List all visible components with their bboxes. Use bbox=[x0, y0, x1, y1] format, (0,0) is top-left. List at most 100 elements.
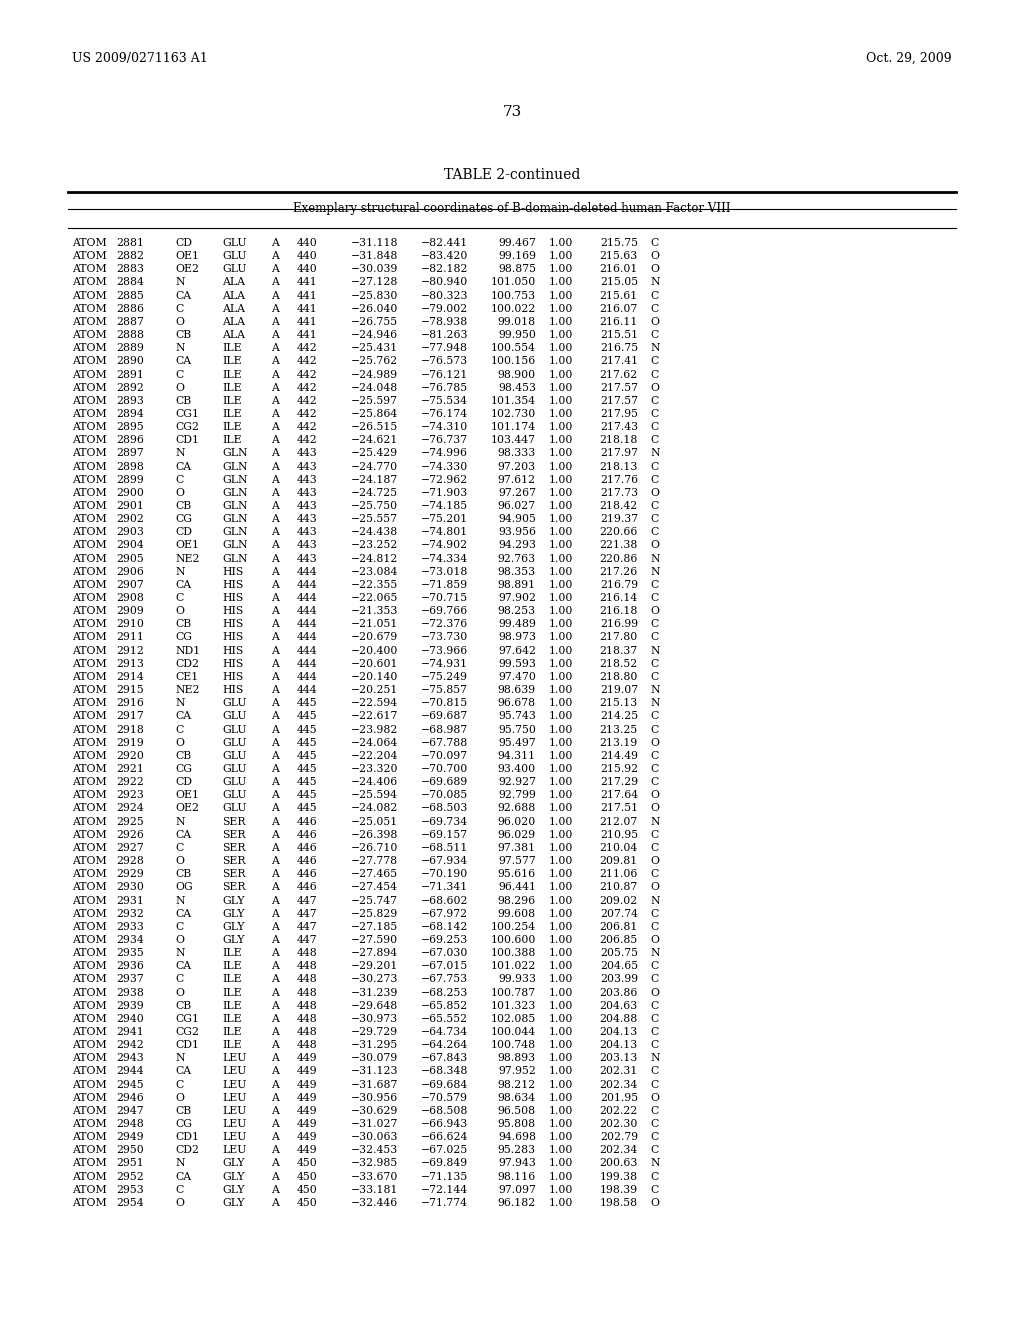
Text: A: A bbox=[271, 869, 279, 879]
Text: −27.894: −27.894 bbox=[351, 948, 398, 958]
Text: −33.670: −33.670 bbox=[350, 1172, 398, 1181]
Text: −67.788: −67.788 bbox=[421, 738, 468, 747]
Text: 217.73: 217.73 bbox=[600, 488, 638, 498]
Text: 2910: 2910 bbox=[116, 619, 144, 630]
Text: −30.973: −30.973 bbox=[351, 1014, 398, 1024]
Text: 445: 445 bbox=[297, 698, 317, 709]
Text: 445: 445 bbox=[297, 764, 317, 774]
Text: ATOM: ATOM bbox=[72, 987, 106, 998]
Text: 1.00: 1.00 bbox=[549, 606, 573, 616]
Text: N: N bbox=[650, 1053, 659, 1064]
Text: O: O bbox=[175, 383, 184, 392]
Text: C: C bbox=[175, 974, 183, 985]
Text: LEU: LEU bbox=[222, 1133, 247, 1142]
Text: 2919: 2919 bbox=[116, 738, 143, 747]
Text: −76.573: −76.573 bbox=[421, 356, 468, 367]
Text: 92.763: 92.763 bbox=[498, 553, 536, 564]
Text: 445: 445 bbox=[297, 711, 317, 722]
Text: 444: 444 bbox=[297, 579, 317, 590]
Text: 443: 443 bbox=[297, 540, 317, 550]
Text: −68.253: −68.253 bbox=[421, 987, 468, 998]
Text: 204.13: 204.13 bbox=[600, 1027, 638, 1038]
Text: A: A bbox=[271, 1172, 279, 1181]
Text: A: A bbox=[271, 462, 279, 471]
Text: 1.00: 1.00 bbox=[549, 1093, 573, 1102]
Text: −70.715: −70.715 bbox=[421, 593, 468, 603]
Text: 450: 450 bbox=[297, 1185, 317, 1195]
Text: ATOM: ATOM bbox=[72, 1053, 106, 1064]
Text: O: O bbox=[650, 791, 659, 800]
Text: −25.829: −25.829 bbox=[351, 908, 398, 919]
Text: 443: 443 bbox=[297, 475, 317, 484]
Text: N: N bbox=[650, 948, 659, 958]
Text: −75.201: −75.201 bbox=[421, 515, 468, 524]
Text: GLU: GLU bbox=[222, 711, 247, 722]
Text: 2914: 2914 bbox=[116, 672, 143, 682]
Text: ND1: ND1 bbox=[175, 645, 201, 656]
Text: ATOM: ATOM bbox=[72, 961, 106, 972]
Text: 98.634: 98.634 bbox=[498, 1093, 536, 1102]
Text: 2937: 2937 bbox=[116, 974, 143, 985]
Text: O: O bbox=[650, 1093, 659, 1102]
Text: OE2: OE2 bbox=[175, 804, 199, 813]
Text: 216.18: 216.18 bbox=[600, 606, 638, 616]
Text: 1.00: 1.00 bbox=[549, 974, 573, 985]
Text: ATOM: ATOM bbox=[72, 422, 106, 432]
Text: ATOM: ATOM bbox=[72, 566, 106, 577]
Text: A: A bbox=[271, 1093, 279, 1102]
Text: 1.00: 1.00 bbox=[549, 527, 573, 537]
Text: LEU: LEU bbox=[222, 1053, 247, 1064]
Text: O: O bbox=[650, 882, 659, 892]
Text: −25.429: −25.429 bbox=[351, 449, 398, 458]
Text: −31.027: −31.027 bbox=[350, 1119, 398, 1129]
Text: ATOM: ATOM bbox=[72, 645, 106, 656]
Text: ATOM: ATOM bbox=[72, 895, 106, 906]
Text: 1.00: 1.00 bbox=[549, 1027, 573, 1038]
Text: 217.57: 217.57 bbox=[600, 383, 638, 392]
Text: 1.00: 1.00 bbox=[549, 777, 573, 787]
Text: ATOM: ATOM bbox=[72, 791, 106, 800]
Text: A: A bbox=[271, 566, 279, 577]
Text: 203.99: 203.99 bbox=[600, 974, 638, 985]
Text: N: N bbox=[175, 449, 184, 458]
Text: −31.239: −31.239 bbox=[350, 987, 398, 998]
Text: 1.00: 1.00 bbox=[549, 449, 573, 458]
Text: N: N bbox=[650, 645, 659, 656]
Text: TABLE 2-continued: TABLE 2-continued bbox=[443, 168, 581, 182]
Text: A: A bbox=[271, 1185, 279, 1195]
Text: A: A bbox=[271, 659, 279, 669]
Text: ATOM: ATOM bbox=[72, 1133, 106, 1142]
Text: −24.621: −24.621 bbox=[350, 436, 398, 445]
Text: −25.762: −25.762 bbox=[351, 356, 398, 367]
Text: 2945: 2945 bbox=[116, 1080, 143, 1089]
Text: 1.00: 1.00 bbox=[549, 330, 573, 341]
Text: ALA: ALA bbox=[222, 277, 245, 288]
Text: 98.333: 98.333 bbox=[498, 449, 536, 458]
Text: A: A bbox=[271, 1133, 279, 1142]
Text: O: O bbox=[650, 987, 659, 998]
Text: −67.972: −67.972 bbox=[421, 908, 468, 919]
Text: 446: 446 bbox=[297, 817, 317, 826]
Text: −69.253: −69.253 bbox=[421, 935, 468, 945]
Text: ATOM: ATOM bbox=[72, 553, 106, 564]
Text: N: N bbox=[175, 1053, 184, 1064]
Text: 95.743: 95.743 bbox=[498, 711, 536, 722]
Text: A: A bbox=[271, 632, 279, 643]
Text: −27.454: −27.454 bbox=[351, 882, 398, 892]
Text: OE1: OE1 bbox=[175, 540, 199, 550]
Text: 447: 447 bbox=[297, 935, 317, 945]
Text: 2927: 2927 bbox=[116, 843, 143, 853]
Text: GLN: GLN bbox=[222, 553, 248, 564]
Text: N: N bbox=[650, 553, 659, 564]
Text: −82.441: −82.441 bbox=[421, 238, 468, 248]
Text: A: A bbox=[271, 1067, 279, 1076]
Text: 2889: 2889 bbox=[116, 343, 144, 354]
Text: 2899: 2899 bbox=[116, 475, 143, 484]
Text: 449: 449 bbox=[297, 1106, 317, 1115]
Text: 444: 444 bbox=[297, 619, 317, 630]
Text: 449: 449 bbox=[297, 1067, 317, 1076]
Text: 93.400: 93.400 bbox=[498, 764, 536, 774]
Text: 216.01: 216.01 bbox=[600, 264, 638, 275]
Text: C: C bbox=[175, 593, 183, 603]
Text: 447: 447 bbox=[297, 921, 317, 932]
